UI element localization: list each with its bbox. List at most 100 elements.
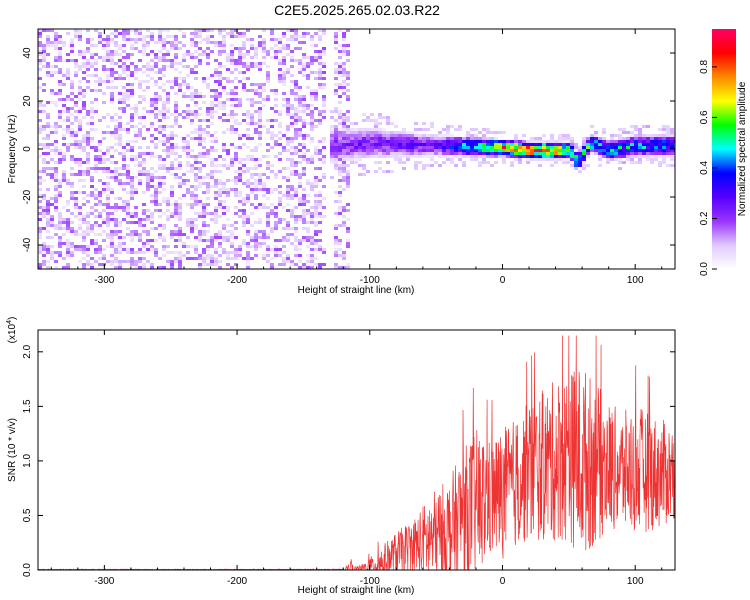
spectrogram-cell — [310, 71, 314, 74]
spectrogram-cell — [346, 116, 350, 119]
spectrogram-cell — [66, 254, 70, 257]
spectrogram-cell — [526, 161, 530, 164]
spectrogram-cell — [298, 149, 302, 152]
spectrogram-cell — [382, 149, 386, 152]
spectrogram-cell — [658, 137, 662, 140]
spectrogram-cell — [74, 191, 78, 194]
spectrogram-cell — [182, 59, 186, 62]
spectrogram-cell — [102, 152, 106, 155]
spectrogram-cell — [386, 155, 390, 158]
spectrogram-cell — [266, 260, 270, 263]
spectrogram-cell — [286, 104, 290, 107]
spectrogram-cell — [590, 143, 594, 146]
spectrogram-cell — [442, 152, 446, 155]
spectrogram-cell — [238, 161, 242, 164]
spectrogram-cell — [130, 188, 134, 191]
spectrogram-cell — [486, 128, 490, 131]
spectrogram-cell — [342, 158, 346, 161]
spectrogram-cell — [518, 140, 522, 143]
spectrogram-cell — [174, 167, 178, 170]
spectrogram-cell — [274, 143, 278, 146]
spectrogram-cell — [82, 95, 86, 98]
spectrogram-cell — [70, 191, 74, 194]
spectrogram-cell — [182, 65, 186, 68]
spectrogram-cell — [206, 131, 210, 134]
spectrogram-cell — [66, 32, 70, 35]
spectrogram-cell — [306, 182, 310, 185]
spectrogram-cell — [542, 140, 546, 143]
spectrogram-cell — [298, 86, 302, 89]
spectrogram-cell — [190, 122, 194, 125]
spectrogram-cell — [670, 137, 674, 140]
spectrogram-cell — [630, 149, 634, 152]
spectrogram-cell — [106, 233, 110, 236]
spectrogram-cell — [346, 137, 350, 140]
spectrogram-cell — [214, 137, 218, 140]
spectrogram-cell — [198, 41, 202, 44]
spectrogram-cell — [274, 98, 278, 101]
spectrogram-cell — [318, 119, 322, 122]
spectrogram-cell — [38, 212, 42, 215]
spectrogram-cell — [634, 134, 638, 137]
spectrogram-cell — [446, 140, 450, 143]
spectrogram-cell — [570, 146, 574, 149]
spectrogram-cell — [318, 191, 322, 194]
spectrogram-cell — [126, 68, 130, 71]
spectrogram-cell — [430, 140, 434, 143]
spectrogram-cell — [94, 53, 98, 56]
spectrogram-cell — [314, 92, 318, 95]
spectrogram-cell — [174, 212, 178, 215]
spectrogram-cell — [46, 188, 50, 191]
spectrogram-cell — [170, 260, 174, 263]
spectrogram-cell — [262, 89, 266, 92]
spectrogram-cell — [82, 263, 86, 266]
spectrogram-cell — [638, 158, 642, 161]
spectrogram-cell — [162, 236, 166, 239]
spectrogram-cell — [614, 152, 618, 155]
spectrogram-cell — [202, 95, 206, 98]
spectrogram-cell — [666, 152, 670, 155]
spectrogram-cell — [222, 44, 226, 47]
spectrogram-cell — [122, 65, 126, 68]
spectrogram-cell — [238, 179, 242, 182]
spectrogram-cell — [346, 245, 350, 248]
spectrogram-cell — [170, 215, 174, 218]
spectrogram-cell — [46, 167, 50, 170]
spectrogram-cell — [62, 59, 66, 62]
spectrogram-cell — [338, 128, 342, 131]
spectrogram-cell — [58, 254, 62, 257]
spectrogram-cell — [470, 143, 474, 146]
spectrogram-cell — [166, 53, 170, 56]
spectrogram-cell — [298, 215, 302, 218]
spectrogram-cell — [206, 197, 210, 200]
spectrogram-cell — [610, 149, 614, 152]
spectrogram-cell — [562, 137, 566, 140]
spectrogram-cell — [282, 92, 286, 95]
spectrogram-cell — [342, 155, 346, 158]
spectrogram-cell — [302, 56, 306, 59]
spectrogram-cell — [538, 146, 542, 149]
spectrogram-cell — [266, 119, 270, 122]
spectrogram-cell — [186, 179, 190, 182]
spectrogram-cell — [518, 152, 522, 155]
spectrogram-cell — [418, 134, 422, 137]
spectrogram-cell — [362, 143, 366, 146]
spectrogram-cell — [294, 245, 298, 248]
spectrogram-cell — [262, 257, 266, 260]
spectrogram-cell — [230, 56, 234, 59]
spectrogram-cell — [206, 47, 210, 50]
spectrogram-cell — [242, 44, 246, 47]
spectrogram-cell — [582, 152, 586, 155]
spectrogram-cell — [334, 149, 338, 152]
spectrogram-cell — [374, 140, 378, 143]
spectrogram-cell — [354, 152, 358, 155]
spectrogram-cell — [618, 155, 622, 158]
spectrogram-cell — [54, 44, 58, 47]
spectrogram-cell — [118, 230, 122, 233]
spectrogram-cell — [410, 152, 414, 155]
spectrogram-cell — [334, 83, 338, 86]
spectrogram-cell — [282, 251, 286, 254]
spectrogram-cell — [86, 227, 90, 230]
spectrogram-cell — [314, 176, 318, 179]
spectrogram-cell — [38, 245, 42, 248]
